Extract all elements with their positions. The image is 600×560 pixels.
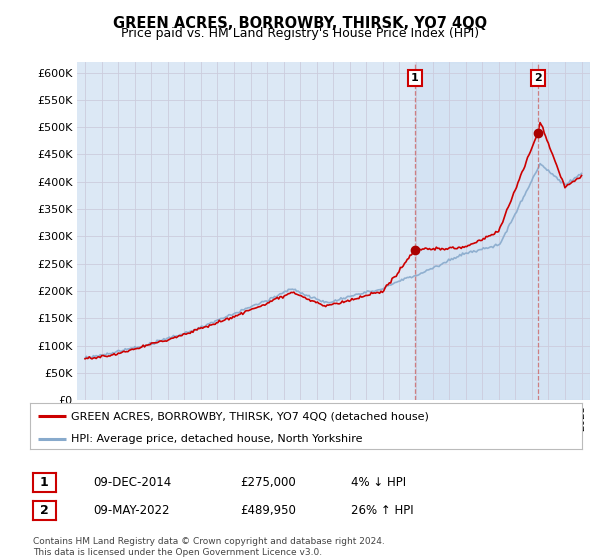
Text: 09-MAY-2022: 09-MAY-2022: [93, 504, 170, 517]
Text: Price paid vs. HM Land Registry's House Price Index (HPI): Price paid vs. HM Land Registry's House …: [121, 27, 479, 40]
Bar: [415, 62, 590, 400]
Text: Contains HM Land Registry data © Crown copyright and database right 2024.
This d: Contains HM Land Registry data © Crown c…: [33, 537, 385, 557]
Text: £275,000: £275,000: [240, 476, 296, 489]
Text: 09-DEC-2014: 09-DEC-2014: [93, 476, 171, 489]
Text: 2: 2: [40, 504, 49, 517]
Text: 1: 1: [411, 73, 419, 83]
Text: GREEN ACRES, BORROWBY, THIRSK, YO7 4QQ: GREEN ACRES, BORROWBY, THIRSK, YO7 4QQ: [113, 16, 487, 31]
Text: 2: 2: [534, 73, 542, 83]
Text: 1: 1: [40, 476, 49, 489]
Text: 4% ↓ HPI: 4% ↓ HPI: [351, 476, 406, 489]
Text: GREEN ACRES, BORROWBY, THIRSK, YO7 4QQ (detached house): GREEN ACRES, BORROWBY, THIRSK, YO7 4QQ (…: [71, 411, 429, 421]
Text: £489,950: £489,950: [240, 504, 296, 517]
Text: 26% ↑ HPI: 26% ↑ HPI: [351, 504, 413, 517]
Text: HPI: Average price, detached house, North Yorkshire: HPI: Average price, detached house, Nort…: [71, 434, 363, 444]
